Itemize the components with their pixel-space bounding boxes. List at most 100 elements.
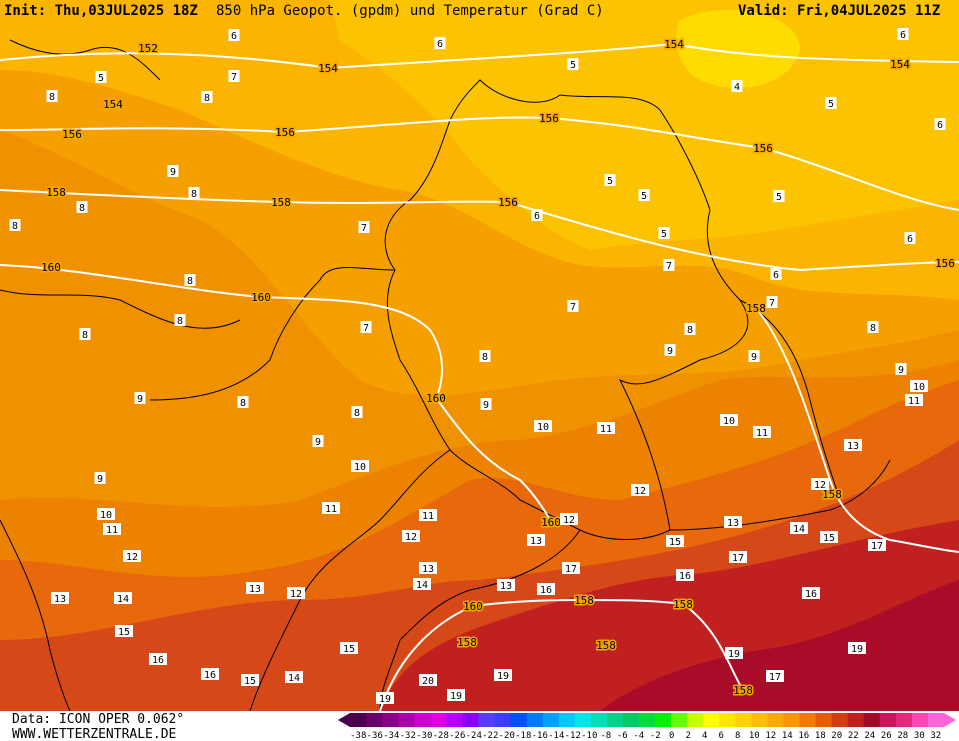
temp-label-box (358, 221, 370, 233)
temp-label-box (748, 350, 760, 362)
temp-label: 8 (187, 276, 193, 287)
scale-right-arrow (944, 713, 956, 727)
temp-label: 5 (828, 99, 834, 110)
temp-label-box (684, 323, 696, 335)
temp-label-box (479, 350, 491, 362)
temp-label: 16 (805, 589, 817, 600)
temp-label: 5 (98, 73, 104, 84)
temp-label: 6 (937, 120, 943, 131)
temp-label: 8 (79, 203, 85, 214)
temp-label: 19 (379, 694, 391, 705)
temp-label-box (567, 300, 579, 312)
scale-swatch (366, 713, 383, 727)
geo-label: 152 (138, 42, 158, 55)
temp-label: 9 (170, 167, 176, 178)
temp-label: 5 (607, 176, 613, 187)
scale-label: 20 (831, 731, 842, 741)
geo-label: 156 (498, 196, 518, 209)
scale-swatch (398, 713, 415, 727)
temp-label: 8 (354, 408, 360, 419)
scale-label: -6 (617, 731, 628, 741)
temp-label-box (95, 71, 107, 83)
temp-label-box (934, 118, 946, 130)
scale-label: -24 (466, 731, 482, 741)
temp-label-box (897, 28, 909, 40)
temp-label: 8 (870, 323, 876, 334)
scale-swatch (526, 713, 544, 727)
scale-label: -38 (350, 731, 366, 741)
temp-label: 14 (416, 580, 428, 591)
temp-label: 8 (12, 221, 18, 232)
scale-label: 10 (749, 731, 760, 741)
scale-label: -18 (515, 731, 531, 741)
init-time: Init: Thu,03JUL2025 18Z (4, 3, 198, 19)
data-source: Data: ICON OPER 0.062° (12, 712, 184, 727)
scale-swatch (671, 713, 688, 727)
temp-label-box (537, 583, 555, 595)
temp-label: 9 (667, 346, 673, 357)
scale-label: -10 (581, 731, 597, 741)
scale-swatch (510, 713, 528, 727)
scale-swatch (430, 713, 447, 727)
temp-label-box (241, 674, 259, 686)
temp-label: 7 (361, 223, 367, 234)
temp-label-box (360, 321, 372, 333)
scale-swatch (462, 713, 479, 727)
temp-label-box (867, 321, 879, 333)
temp-label-box (237, 396, 249, 408)
temp-label-box (494, 669, 512, 681)
temp-label-box (666, 535, 684, 547)
temp-label-box (376, 692, 394, 704)
temp-label: 5 (570, 60, 576, 71)
scale-label: -8 (600, 731, 611, 741)
scale-label: 14 (782, 731, 793, 741)
temp-label-box (413, 578, 431, 590)
temp-label-box (434, 37, 446, 49)
temp-label: 9 (137, 394, 143, 405)
scale-label: 12 (765, 731, 776, 741)
scale-label: -14 (548, 731, 564, 741)
temp-label-box (567, 58, 579, 70)
temp-label: 8 (177, 316, 183, 327)
temp-label-box (167, 165, 179, 177)
scale-swatch (446, 713, 463, 727)
temp-label: 11 (600, 424, 612, 435)
temp-label: 7 (363, 323, 369, 334)
scale-swatch (542, 713, 560, 727)
temp-label: 13 (422, 564, 434, 575)
temp-label: 8 (82, 330, 88, 341)
temp-label: 9 (315, 437, 321, 448)
temp-label-box (123, 550, 141, 562)
temp-label: 4 (734, 82, 740, 93)
temp-label-box (560, 513, 578, 525)
scale-label: 32 (930, 731, 941, 741)
temp-label-box (201, 91, 213, 103)
geo-label: 160 (426, 392, 446, 405)
header: Init: Thu,03JUL2025 18Z 850 hPa Geopot. … (4, 3, 940, 19)
temp-label: 12 (814, 480, 826, 491)
geo-label: 160 (463, 600, 483, 613)
temp-label: 11 (422, 511, 434, 522)
temp-label-box (534, 420, 552, 432)
temp-label: 10 (913, 382, 925, 393)
temp-label: 12 (405, 532, 417, 543)
scale-swatch (606, 713, 624, 727)
temp-label: 16 (679, 571, 691, 582)
temp-label-box (351, 460, 369, 472)
scale-label: 22 (848, 731, 859, 741)
temp-label: 10 (537, 422, 549, 433)
temp-label-box (638, 189, 650, 201)
scale-label: -30 (416, 731, 432, 741)
temp-label-box (720, 414, 738, 426)
temp-label-box (419, 509, 437, 521)
temp-label: 6 (437, 39, 443, 50)
temp-label: 8 (204, 93, 210, 104)
temp-label-box (114, 592, 132, 604)
geo-label: 160 (541, 516, 561, 529)
scale-label: 6 (719, 731, 724, 741)
scale-label: 24 (864, 731, 875, 741)
temp-label-box (725, 647, 743, 659)
temp-label-box (76, 201, 88, 213)
temp-label: 19 (851, 644, 863, 655)
scale-swatch (638, 713, 656, 727)
